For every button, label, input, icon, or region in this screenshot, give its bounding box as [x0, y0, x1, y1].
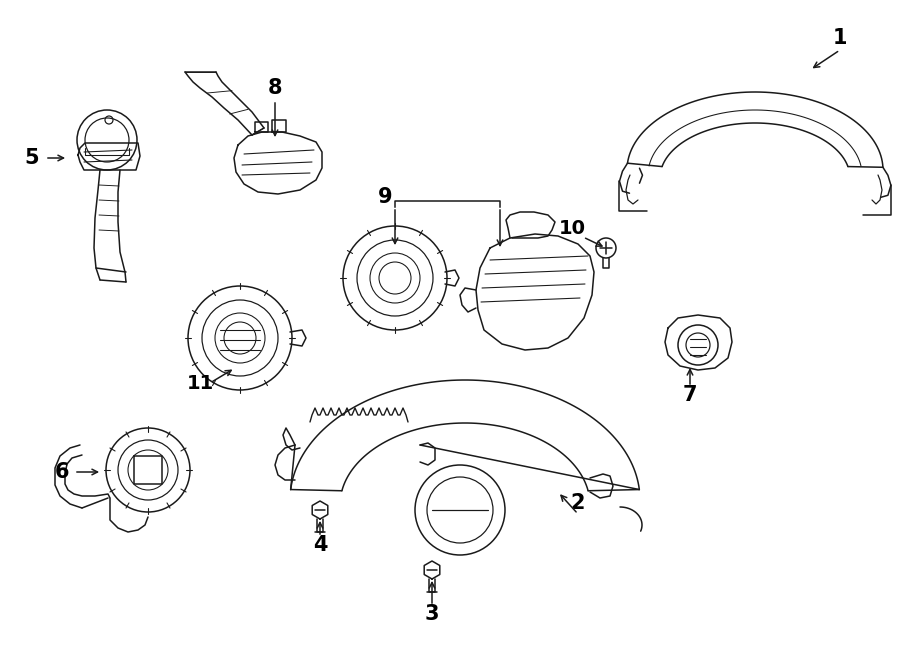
Text: 4: 4	[313, 535, 328, 555]
Text: 5: 5	[24, 148, 40, 168]
Text: 10: 10	[559, 218, 586, 238]
Text: 8: 8	[268, 78, 283, 98]
Text: 9: 9	[378, 187, 392, 207]
Text: 7: 7	[683, 385, 698, 405]
Text: 1: 1	[832, 28, 847, 48]
Text: 3: 3	[425, 604, 439, 624]
Text: 11: 11	[186, 373, 213, 393]
Text: 2: 2	[571, 493, 585, 513]
Text: 6: 6	[55, 462, 69, 482]
